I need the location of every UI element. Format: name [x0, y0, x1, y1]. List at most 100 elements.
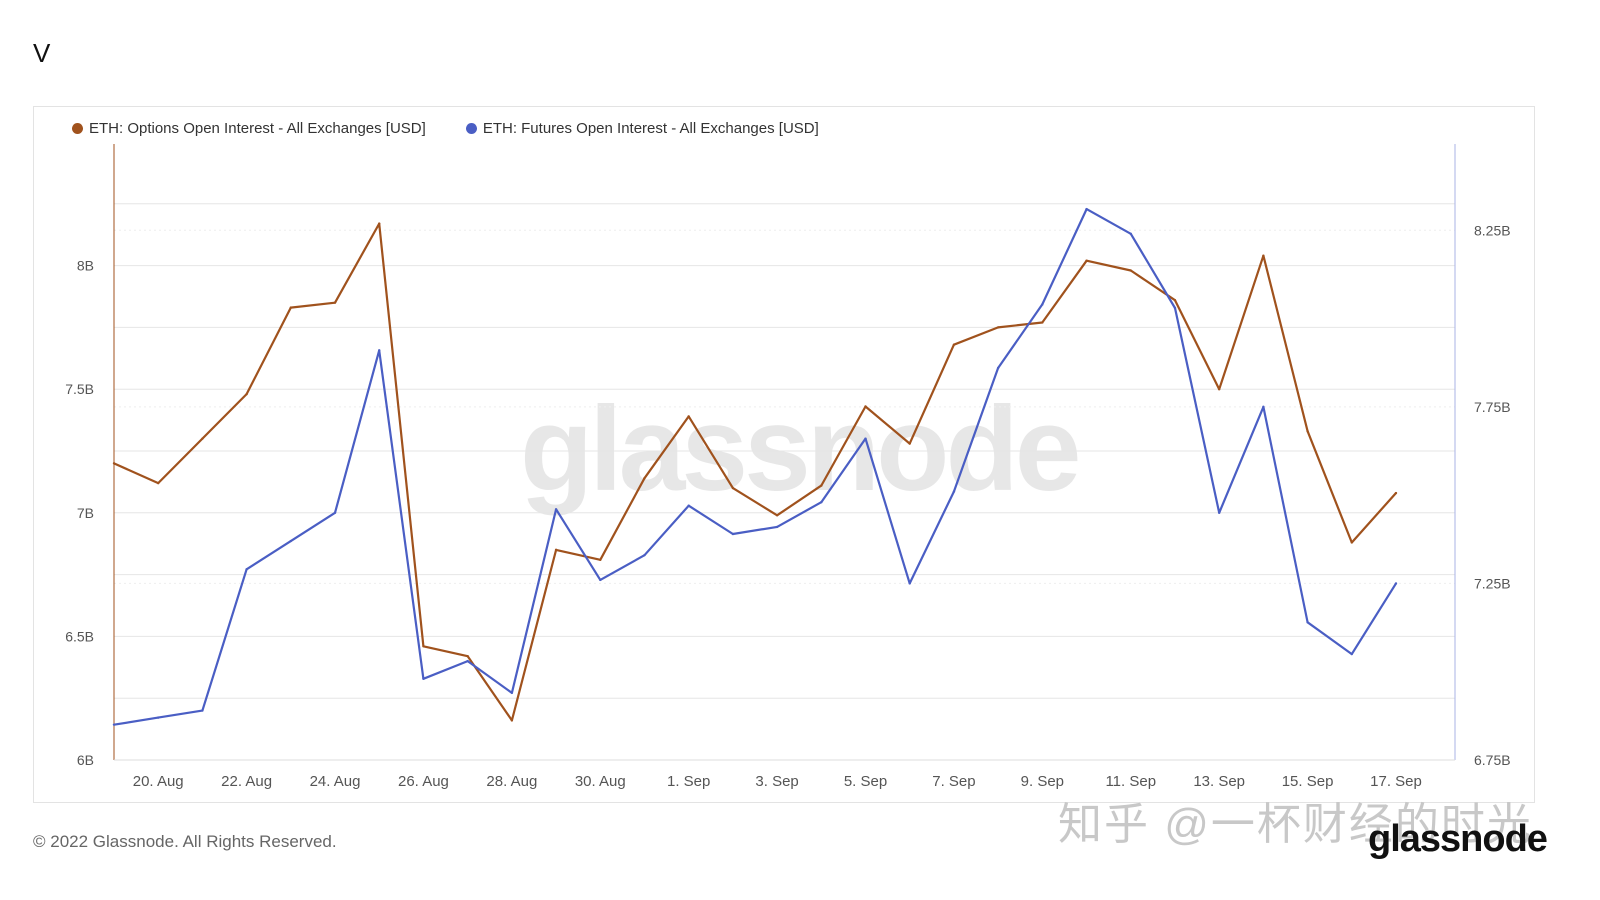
- legend-item-options[interactable]: ETH: Options Open Interest - All Exchang…: [72, 120, 426, 137]
- series-line-futures: [113, 208, 1397, 726]
- data-point-futures: [1350, 652, 1353, 656]
- data-point-options: [422, 645, 425, 648]
- data-point-futures: [908, 582, 911, 585]
- data-point-futures: [333, 511, 337, 514]
- x-tick-label: 17. Sep: [1370, 773, 1422, 790]
- data-point-futures: [687, 504, 690, 507]
- data-point-futures: [1085, 207, 1088, 211]
- data-point-options: [378, 222, 381, 225]
- legend-label-futures: ETH: Futures Open Interest - All Exchang…: [482, 120, 819, 137]
- data-point-futures: [466, 659, 469, 663]
- data-point-futures: [245, 568, 248, 571]
- x-tick-label: 20. Aug: [133, 773, 184, 790]
- data-point-options: [1217, 388, 1221, 391]
- x-tick-label: 1. Sep: [667, 773, 710, 790]
- data-point-options: [1262, 254, 1265, 257]
- data-point-futures: [289, 539, 293, 543]
- x-tick-label: 15. Sep: [1282, 773, 1334, 790]
- y-right-tick-label: 7.25B: [1474, 575, 1511, 591]
- x-tick-label: 3. Sep: [755, 773, 798, 790]
- data-point-options: [157, 481, 160, 485]
- data-point-options: [864, 405, 867, 408]
- data-point-futures: [1217, 511, 1221, 514]
- data-point-options: [687, 415, 690, 418]
- x-tick-label: 5. Sep: [844, 773, 887, 790]
- legend-item-futures[interactable]: ETH: Futures Open Interest - All Exchang…: [465, 120, 819, 137]
- x-tick-label: 13. Sep: [1193, 773, 1245, 790]
- data-point-futures: [1173, 306, 1177, 310]
- y-left-tick-label: 8B: [77, 258, 94, 274]
- chart-legend: ETH: Options Open Interest - All Exchang…: [72, 120, 819, 137]
- data-point-futures: [996, 366, 1000, 370]
- x-tick-label: 7. Sep: [932, 773, 975, 790]
- data-point-options: [775, 514, 779, 517]
- glassnode-logo: glassnode: [1368, 818, 1548, 860]
- y-right-tick-label: 7.75B: [1474, 399, 1511, 415]
- data-point-options: [1085, 259, 1088, 262]
- data-point-options: [1129, 269, 1132, 272]
- overlay-watermark-text: 知乎 @一杯财经的时光: [1058, 800, 1533, 849]
- data-point-options: [245, 392, 248, 396]
- data-point-futures: [1262, 405, 1265, 409]
- data-point-options: [554, 548, 558, 552]
- data-point-futures: [864, 437, 867, 440]
- data-point-futures: [1394, 582, 1398, 585]
- y-left-tick-label: 6.5B: [65, 628, 94, 644]
- glassnode-watermark: glassnode: [520, 382, 1081, 516]
- data-point-futures: [1041, 303, 1044, 306]
- data-point-options: [289, 306, 293, 309]
- y-left-tick-label: 7.5B: [65, 381, 94, 397]
- series-line-options: [113, 222, 1397, 722]
- data-point-futures: [1306, 621, 1309, 624]
- y-left-tick-label: 7B: [77, 505, 94, 521]
- x-tick-label: 26. Aug: [398, 773, 449, 790]
- data-point-futures: [952, 490, 956, 493]
- data-point-options: [643, 476, 646, 480]
- data-point-futures: [378, 349, 381, 352]
- data-point-futures: [599, 578, 602, 582]
- x-tick-label: 9. Sep: [1021, 773, 1064, 790]
- data-point-futures: [775, 525, 779, 529]
- data-point-options: [333, 301, 337, 304]
- data-point-options: [1041, 321, 1044, 324]
- data-point-options: [731, 486, 735, 490]
- data-point-options: [510, 719, 514, 722]
- y-right-tick-label: 6.75B: [1474, 752, 1511, 768]
- data-point-options: [466, 654, 469, 658]
- data-point-options: [599, 558, 602, 561]
- data-point-futures: [554, 508, 558, 511]
- y-right-tick-label: 8.25B: [1474, 222, 1511, 238]
- data-point-futures: [731, 532, 735, 536]
- data-point-futures: [510, 691, 514, 695]
- x-tick-label: 22. Aug: [221, 773, 272, 790]
- x-tick-label: 11. Sep: [1105, 773, 1156, 790]
- data-point-options: [201, 437, 204, 440]
- data-point-futures: [643, 553, 646, 557]
- data-point-options: [112, 462, 116, 465]
- data-point-futures: [157, 716, 160, 719]
- legend-label-options: ETH: Options Open Interest - All Exchang…: [89, 120, 426, 137]
- header-letter: V: [33, 38, 51, 68]
- x-tick-label: 30. Aug: [575, 773, 626, 790]
- data-point-options: [908, 442, 911, 445]
- data-point-futures: [422, 677, 425, 680]
- data-point-options: [996, 326, 1000, 329]
- data-point-futures: [112, 723, 116, 726]
- data-point-options: [1350, 541, 1353, 544]
- chart-frame: [33, 106, 1535, 803]
- legend-dot-futures-icon: [465, 123, 477, 134]
- data-point-options: [1173, 299, 1177, 302]
- x-tick-label: 24. Aug: [310, 773, 361, 790]
- data-point-options: [1394, 491, 1398, 495]
- data-point-options: [952, 343, 956, 346]
- data-point-futures: [1129, 232, 1132, 236]
- data-point-options: [1306, 430, 1309, 433]
- copyright-text: © 2022 Glassnode. All Rights Reserved.: [33, 832, 337, 851]
- data-point-options: [820, 484, 823, 487]
- data-point-futures: [820, 501, 823, 504]
- y-left-tick-label: 6B: [77, 752, 94, 768]
- x-tick-label: 28. Aug: [486, 773, 537, 790]
- legend-dot-options-icon: [72, 123, 83, 134]
- data-point-futures: [201, 709, 204, 712]
